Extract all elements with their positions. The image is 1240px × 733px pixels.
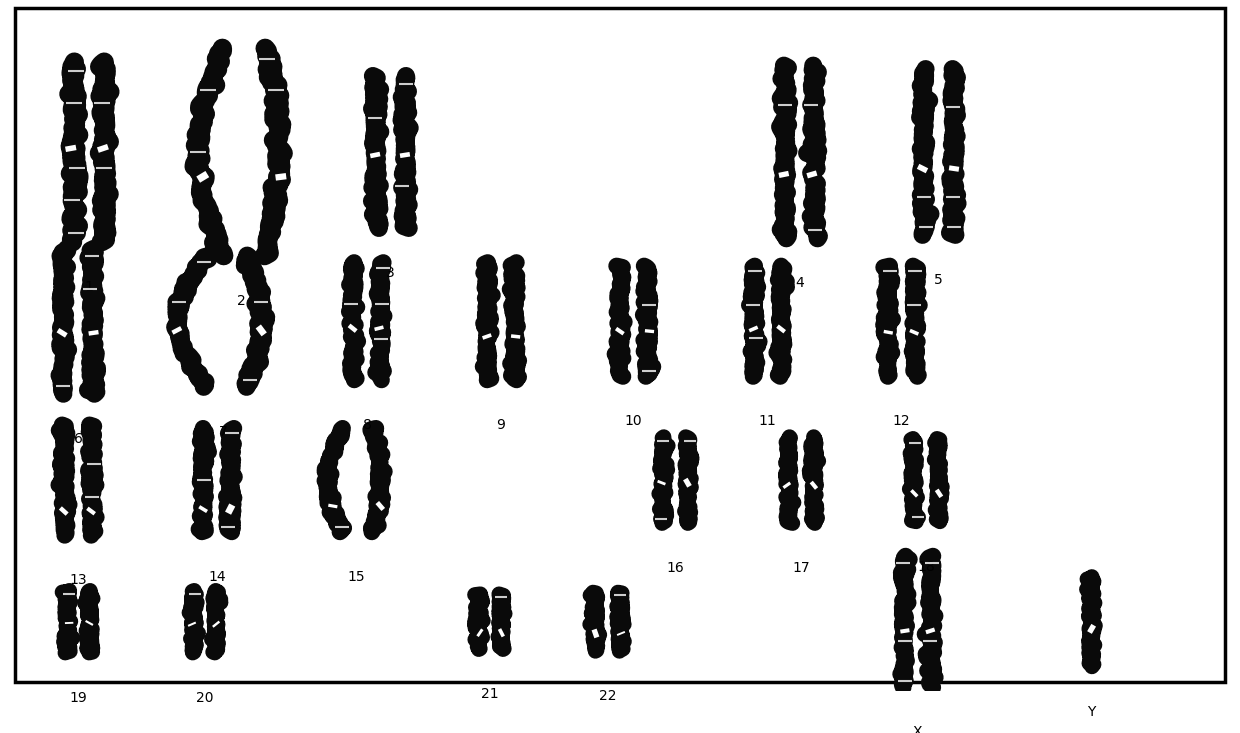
Text: 3: 3 xyxy=(386,266,396,280)
Text: 1: 1 xyxy=(84,280,94,294)
Text: 17: 17 xyxy=(792,561,810,575)
Text: 20: 20 xyxy=(196,690,213,704)
Text: 8: 8 xyxy=(362,418,372,432)
Text: Y: Y xyxy=(1087,704,1095,718)
Text: 21: 21 xyxy=(481,688,498,701)
Text: 11: 11 xyxy=(759,414,776,429)
Text: X: X xyxy=(913,726,923,733)
Text: 19: 19 xyxy=(69,690,87,704)
Text: 18: 18 xyxy=(918,559,935,573)
Text: 2: 2 xyxy=(237,294,247,308)
Text: 6: 6 xyxy=(73,432,83,446)
Text: 9: 9 xyxy=(496,418,506,432)
Text: 4: 4 xyxy=(795,276,805,290)
Text: 7: 7 xyxy=(218,425,228,439)
Text: 14: 14 xyxy=(208,570,226,584)
Text: 16: 16 xyxy=(667,561,684,575)
Text: 10: 10 xyxy=(625,414,642,429)
Text: 12: 12 xyxy=(893,414,910,429)
Text: 22: 22 xyxy=(599,689,616,703)
Text: 5: 5 xyxy=(934,273,944,287)
Text: 15: 15 xyxy=(347,570,365,584)
Text: 13: 13 xyxy=(69,573,87,587)
